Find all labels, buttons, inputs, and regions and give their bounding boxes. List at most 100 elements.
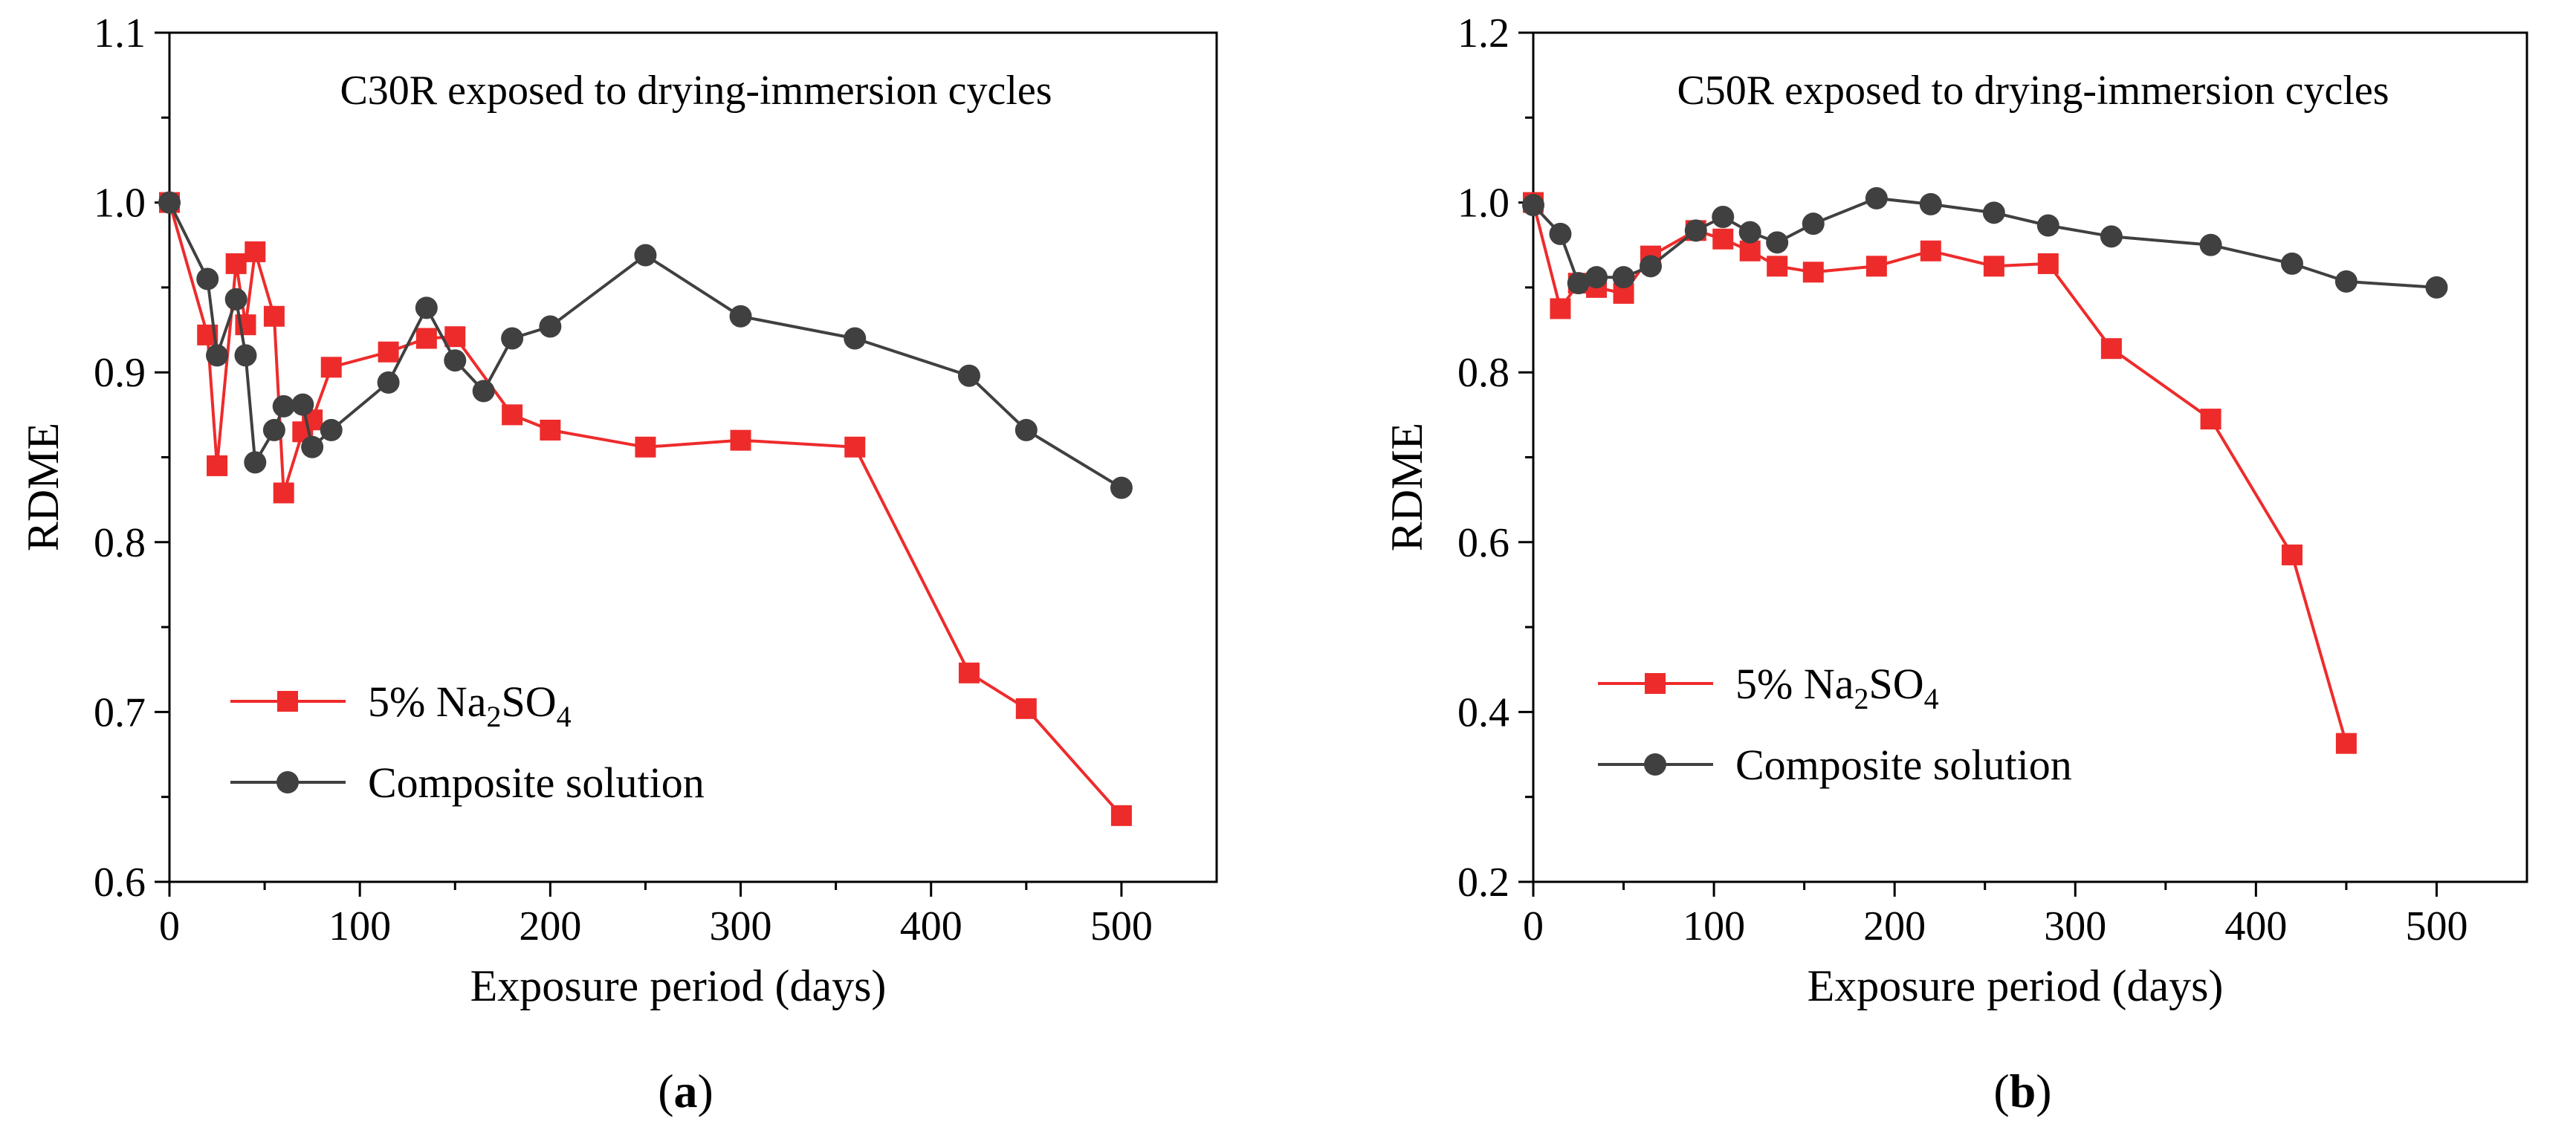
data-point xyxy=(1865,256,1887,277)
data-point xyxy=(158,191,181,214)
data-point xyxy=(1612,266,1635,289)
y-tick-label: 0.8 xyxy=(1457,350,1509,396)
data-point xyxy=(1712,228,1734,250)
legend-text-part: SO xyxy=(1868,660,1923,708)
data-point xyxy=(1865,186,1888,210)
data-point xyxy=(1802,262,1824,283)
data-point xyxy=(1567,272,1590,295)
data-point xyxy=(291,393,314,416)
data-point xyxy=(224,288,247,311)
y-tick-label: 1.0 xyxy=(1457,181,1509,227)
legend-subscript: 4 xyxy=(557,700,572,733)
data-point xyxy=(1982,201,2005,224)
data-point xyxy=(1919,192,1942,215)
data-point xyxy=(472,380,495,403)
data-point xyxy=(729,305,752,328)
legend-text-part: 5% Na xyxy=(1735,660,1854,708)
y-tick-label: 0.9 xyxy=(94,350,146,396)
y-tick-label: 0.6 xyxy=(1457,520,1509,566)
x-axis-title: Exposure period (days) xyxy=(470,961,887,1010)
legend-subscript: 2 xyxy=(1854,682,1868,715)
data-point xyxy=(378,341,399,363)
data-point xyxy=(1802,212,1825,236)
data-point xyxy=(2425,276,2448,299)
x-tick-label: 400 xyxy=(2224,903,2287,949)
data-point xyxy=(1522,194,1544,217)
data-point xyxy=(1684,219,1707,242)
legend-label: 5% Na2SO4 xyxy=(368,678,572,733)
data-point xyxy=(844,436,866,458)
data-point xyxy=(2335,733,2357,754)
x-tick-label: 500 xyxy=(1090,903,1153,949)
x-tick-label: 0 xyxy=(1523,903,1544,949)
data-point xyxy=(1550,298,1571,319)
data-point xyxy=(2281,544,2302,565)
data-point xyxy=(1015,698,1037,719)
legend-text-part: SO xyxy=(501,678,556,726)
x-tick-label: 300 xyxy=(2044,903,2106,949)
legend-entry: 5% Na2SO4 xyxy=(1598,660,1939,715)
data-point xyxy=(634,244,657,267)
x-tick-label: 400 xyxy=(900,903,962,949)
legend-marker xyxy=(277,691,298,712)
legend-entry: Composite solution xyxy=(230,759,705,807)
data-point xyxy=(196,267,219,290)
series-composite xyxy=(158,191,1133,499)
x-tick-label: 100 xyxy=(329,903,391,949)
y-tick-label: 0.8 xyxy=(94,520,146,566)
data-point xyxy=(2037,253,2059,274)
data-point xyxy=(2100,225,2123,248)
data-point xyxy=(958,662,980,683)
panel-caption: (b) xyxy=(1993,1065,2051,1117)
series-composite xyxy=(1522,186,2448,299)
y-tick-label: 0.2 xyxy=(1457,860,1509,906)
data-point xyxy=(635,436,656,458)
data-point xyxy=(1585,266,1608,289)
data-point xyxy=(301,435,324,458)
x-tick-label: 100 xyxy=(1683,903,1745,949)
data-point xyxy=(844,327,867,350)
data-point xyxy=(2036,214,2059,237)
y-tick-label: 1.1 xyxy=(94,10,146,56)
data-point xyxy=(1110,476,1133,499)
legend-text-part: 5% Na xyxy=(368,678,486,726)
data-point xyxy=(263,305,285,327)
caption-letter: a xyxy=(674,1065,698,1117)
data-point xyxy=(1549,222,1572,245)
data-point xyxy=(320,418,343,441)
data-point xyxy=(2100,338,2122,360)
data-point xyxy=(234,344,257,367)
data-point xyxy=(540,419,561,441)
data-point xyxy=(957,364,980,387)
data-point xyxy=(377,371,400,394)
legend-label: Composite solution xyxy=(368,759,705,807)
data-point xyxy=(1640,255,1663,278)
y-tick-label: 1.0 xyxy=(94,181,146,227)
data-point xyxy=(272,394,295,418)
data-point xyxy=(262,418,285,441)
data-point xyxy=(1739,240,1761,262)
data-point xyxy=(501,327,524,350)
y-axis-title: RDME xyxy=(19,423,68,551)
data-point xyxy=(1738,221,1761,244)
data-point xyxy=(444,349,467,372)
caption-letter: b xyxy=(2010,1065,2036,1117)
panel-title: C50R exposed to drying-immersion cycles xyxy=(1677,68,2389,114)
data-point xyxy=(730,429,751,451)
data-point xyxy=(415,296,438,319)
x-tick-label: 500 xyxy=(2405,903,2467,949)
legend-subscript: 4 xyxy=(1924,682,1939,715)
data-point xyxy=(539,315,562,338)
series-line xyxy=(168,202,1123,817)
data-point xyxy=(225,253,247,274)
data-point xyxy=(320,357,342,378)
data-point xyxy=(244,451,267,474)
data-point xyxy=(2334,270,2357,293)
data-point xyxy=(1014,418,1038,441)
x-tick-label: 200 xyxy=(519,903,581,949)
legend-text-part: Composite solution xyxy=(1735,741,2072,789)
legend-subscript: 2 xyxy=(486,700,501,733)
panel-a: 0 100 200 300 400 500 0.6 0.7 0.8 0.9 1.0 1.1 Exposu… xyxy=(19,10,1218,1117)
legend-text-part: Composite solution xyxy=(368,759,705,807)
